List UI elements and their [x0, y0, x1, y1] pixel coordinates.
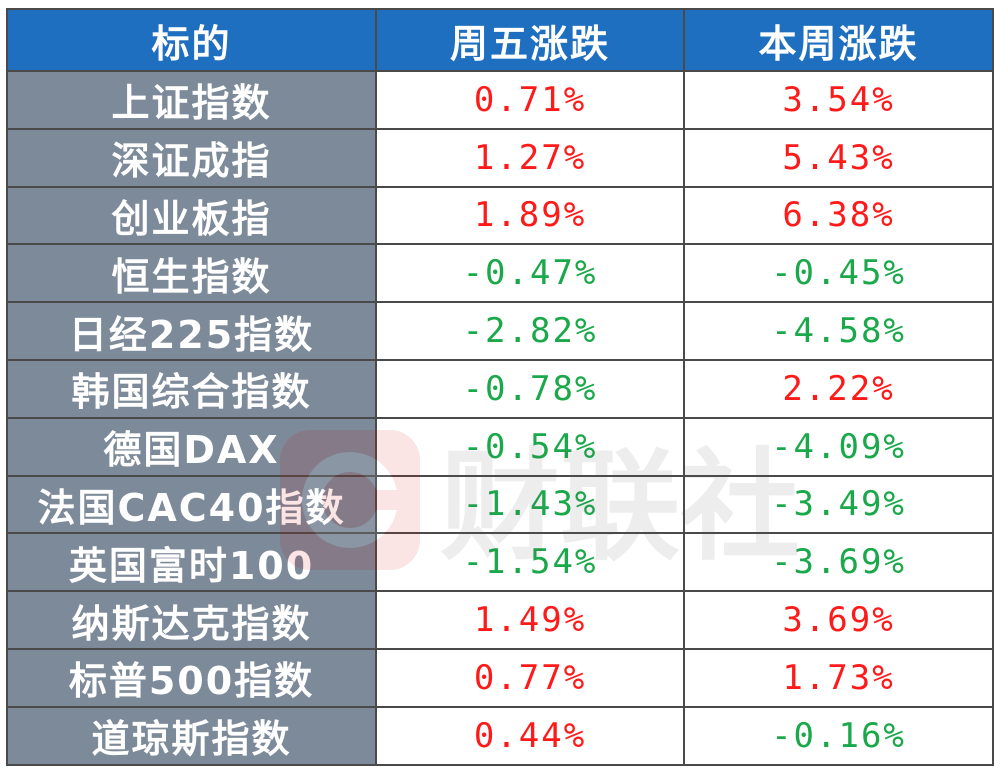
friday-change: -0.78% [375, 358, 685, 419]
week-change: 5.43% [683, 127, 994, 188]
header-name: 标的 [6, 8, 377, 72]
market-performance-table: 标的 周五涨跌 本周涨跌 上证指数 0.71% 3.54% 深证成指 1.27% 5.43… [6, 8, 994, 766]
week-change: 2.22% [683, 358, 994, 419]
table-row: 标普500指数 0.77% 1.73% [6, 647, 994, 708]
friday-change: 0.44% [375, 705, 685, 766]
index-name: 日经225指数 [6, 301, 377, 361]
week-change: -0.45% [683, 243, 994, 304]
table-row: 日经225指数 -2.82% -4.58% [6, 301, 994, 361]
index-name: 创业板指 [6, 185, 377, 246]
week-change: -4.09% [683, 416, 994, 477]
table-row: 英国富时100 -1.54% -3.69% [6, 532, 994, 593]
friday-change: 1.27% [375, 127, 685, 188]
friday-change: 0.71% [375, 70, 685, 130]
index-name: 标普500指数 [6, 647, 377, 708]
table-row: 上证指数 0.71% 3.54% [6, 70, 994, 130]
friday-change: -1.54% [375, 532, 685, 593]
index-name: 深证成指 [6, 127, 377, 188]
index-name: 英国富时100 [6, 532, 377, 593]
index-name: 道琼斯指数 [6, 705, 377, 766]
header-week-change: 本周涨跌 [683, 8, 994, 72]
week-change: -3.69% [683, 532, 994, 593]
index-name: 法国CAC40指数 [6, 474, 377, 535]
index-name: 纳斯达克指数 [6, 590, 377, 650]
table-header-row: 标的 周五涨跌 本周涨跌 [6, 8, 994, 72]
week-change: 3.69% [683, 590, 994, 650]
friday-change: -0.47% [375, 243, 685, 304]
friday-change: 0.77% [375, 647, 685, 708]
table-row: 道琼斯指数 0.44% -0.16% [6, 705, 994, 766]
index-name: 韩国综合指数 [6, 358, 377, 419]
index-name: 德国DAX [6, 416, 377, 477]
table-row: 创业板指 1.89% 6.38% [6, 185, 994, 246]
table-row: 恒生指数 -0.47% -0.45% [6, 243, 994, 304]
index-name: 恒生指数 [6, 243, 377, 304]
friday-change: 1.49% [375, 590, 685, 650]
header-friday-change: 周五涨跌 [375, 8, 685, 72]
week-change: -4.58% [683, 301, 994, 361]
week-change: -0.16% [683, 705, 994, 766]
week-change: -3.49% [683, 474, 994, 535]
table-row: 法国CAC40指数 -1.43% -3.49% [6, 474, 994, 535]
friday-change: -0.54% [375, 416, 685, 477]
friday-change: 1.89% [375, 185, 685, 246]
week-change: 3.54% [683, 70, 994, 130]
week-change: 6.38% [683, 185, 994, 246]
table-row: 深证成指 1.27% 5.43% [6, 127, 994, 188]
friday-change: -1.43% [375, 474, 685, 535]
table-row: 韩国综合指数 -0.78% 2.22% [6, 358, 994, 419]
friday-change: -2.82% [375, 301, 685, 361]
table-row: 德国DAX -0.54% -4.09% [6, 416, 994, 477]
week-change: 1.73% [683, 647, 994, 708]
index-name: 上证指数 [6, 70, 377, 130]
table-row: 纳斯达克指数 1.49% 3.69% [6, 590, 994, 650]
